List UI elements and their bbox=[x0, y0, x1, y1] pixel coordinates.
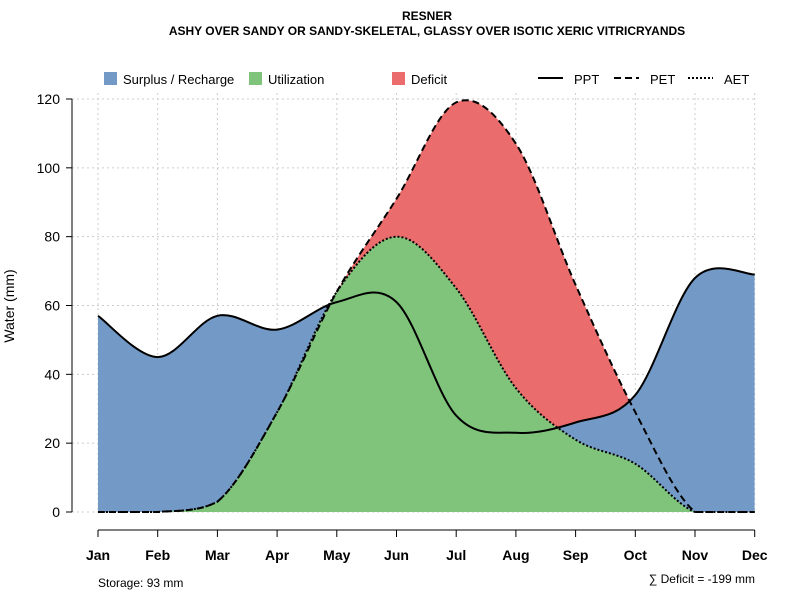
legend-swatch bbox=[392, 72, 405, 85]
legend: Surplus / Recharge Utilization Deficit PPT P… bbox=[104, 72, 749, 87]
y-tick-label: 80 bbox=[44, 229, 60, 245]
deficit-annotation: ∑ Deficit = -199 mm bbox=[649, 572, 755, 586]
x-tick-label: Jun bbox=[384, 547, 409, 563]
x-tick-label: Sep bbox=[563, 547, 589, 563]
y-axis-label: Water (mm) bbox=[1, 269, 17, 342]
y-tick-label: 40 bbox=[44, 366, 60, 382]
axes: 0 20 40 60 80 100 120 Jan Feb Mar Apr May Jun Jul Aug S… bbox=[37, 91, 768, 563]
utilization-area bbox=[98, 236, 755, 512]
x-tick-label: Oct bbox=[624, 547, 648, 563]
legend-label: Surplus / Recharge bbox=[123, 72, 234, 87]
legend-swatch bbox=[104, 72, 117, 85]
chart-title: RESNER bbox=[402, 9, 452, 23]
y-tick-label: 0 bbox=[52, 504, 60, 520]
chart-subtitle: ASHY OVER SANDY OR SANDY-SKELETAL, GLASS… bbox=[169, 24, 685, 38]
y-tick-label: 60 bbox=[44, 298, 60, 314]
x-tick-label: Dec bbox=[742, 547, 768, 563]
area-fills bbox=[98, 100, 755, 512]
storage-annotation: Storage: 93 mm bbox=[98, 576, 183, 590]
y-tick-label: 120 bbox=[37, 91, 61, 107]
x-tick-label: Apr bbox=[265, 547, 290, 563]
legend-label: Deficit bbox=[411, 72, 448, 87]
x-tick-label: Feb bbox=[145, 547, 170, 563]
x-tick-label: Jul bbox=[446, 547, 466, 563]
x-tick-label: May bbox=[323, 547, 350, 563]
series-line-aet bbox=[97, 235, 755, 514]
y-tick-label: 100 bbox=[37, 160, 61, 176]
legend-label: PET bbox=[650, 72, 675, 87]
series-lines bbox=[97, 99, 755, 514]
y-tick-label: 20 bbox=[44, 435, 60, 451]
legend-label: PPT bbox=[574, 72, 599, 87]
x-tick-label: Aug bbox=[502, 547, 529, 563]
legend-label: Utilization bbox=[268, 72, 324, 87]
legend-label: AET bbox=[724, 72, 749, 87]
x-tick-label: Mar bbox=[205, 547, 230, 563]
x-tick-label: Nov bbox=[682, 547, 709, 563]
x-tick-label: Jan bbox=[86, 547, 110, 563]
series-line-pet bbox=[97, 99, 755, 514]
series-line-ppt bbox=[97, 267, 755, 434]
legend-swatch bbox=[249, 72, 262, 85]
